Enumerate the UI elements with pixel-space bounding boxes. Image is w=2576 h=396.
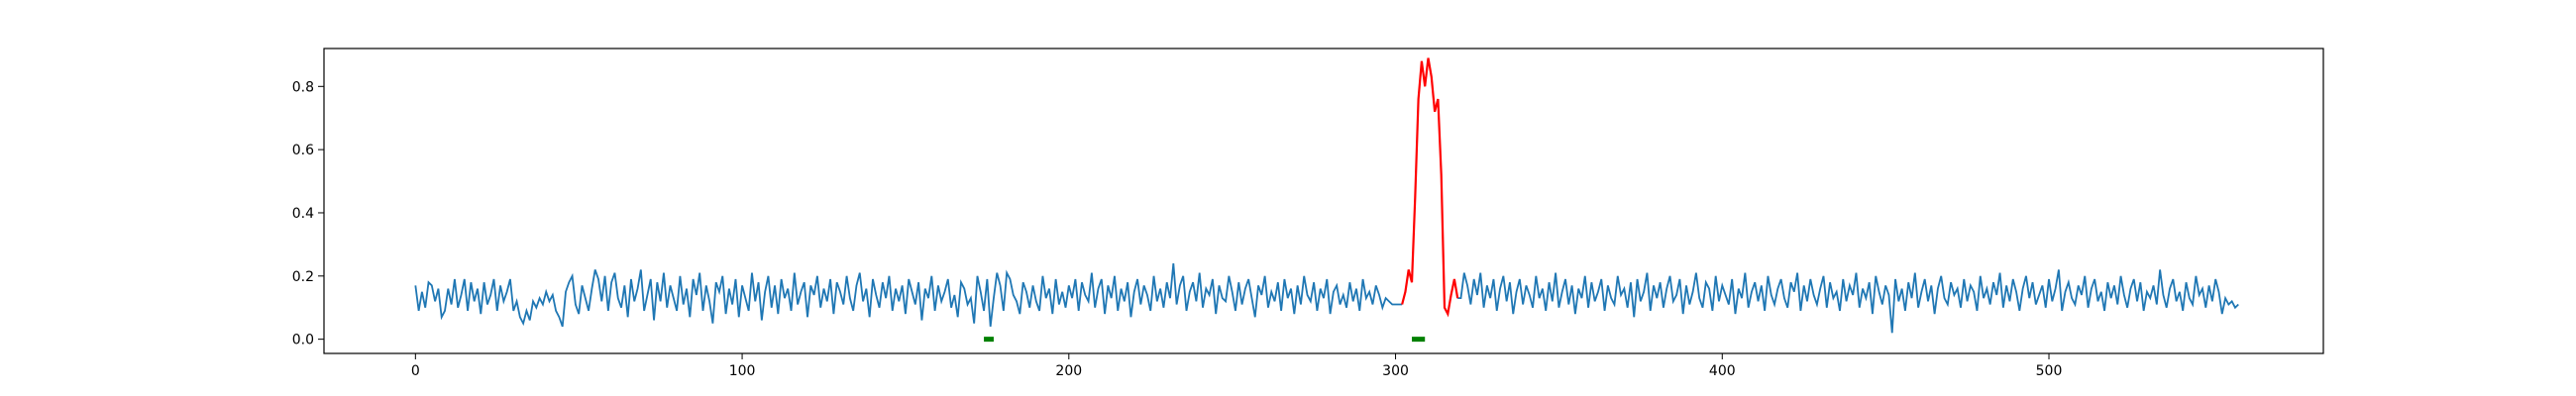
y-tick-label: 0.4 [292, 206, 314, 222]
plot-frame [323, 48, 2324, 354]
x-tick-label: 400 [1709, 363, 1736, 379]
series-line-tail-0 [1457, 269, 2239, 334]
y-tick-label: 0.0 [292, 333, 314, 348]
x-tick-label: 500 [2036, 363, 2063, 379]
series-line-0 [414, 262, 1403, 328]
y-tick-label: 0.6 [292, 143, 314, 158]
y-tick-label: 0.8 [292, 79, 314, 95]
x-tick-label: 100 [729, 363, 756, 379]
anomaly-highlight-line [1401, 57, 1459, 318]
x-tick-label: 200 [1055, 363, 1082, 379]
x-tick-label: 300 [1382, 363, 1409, 379]
y-tick-label: 0.2 [292, 269, 314, 285]
x-tick-label: 0 [411, 363, 420, 379]
